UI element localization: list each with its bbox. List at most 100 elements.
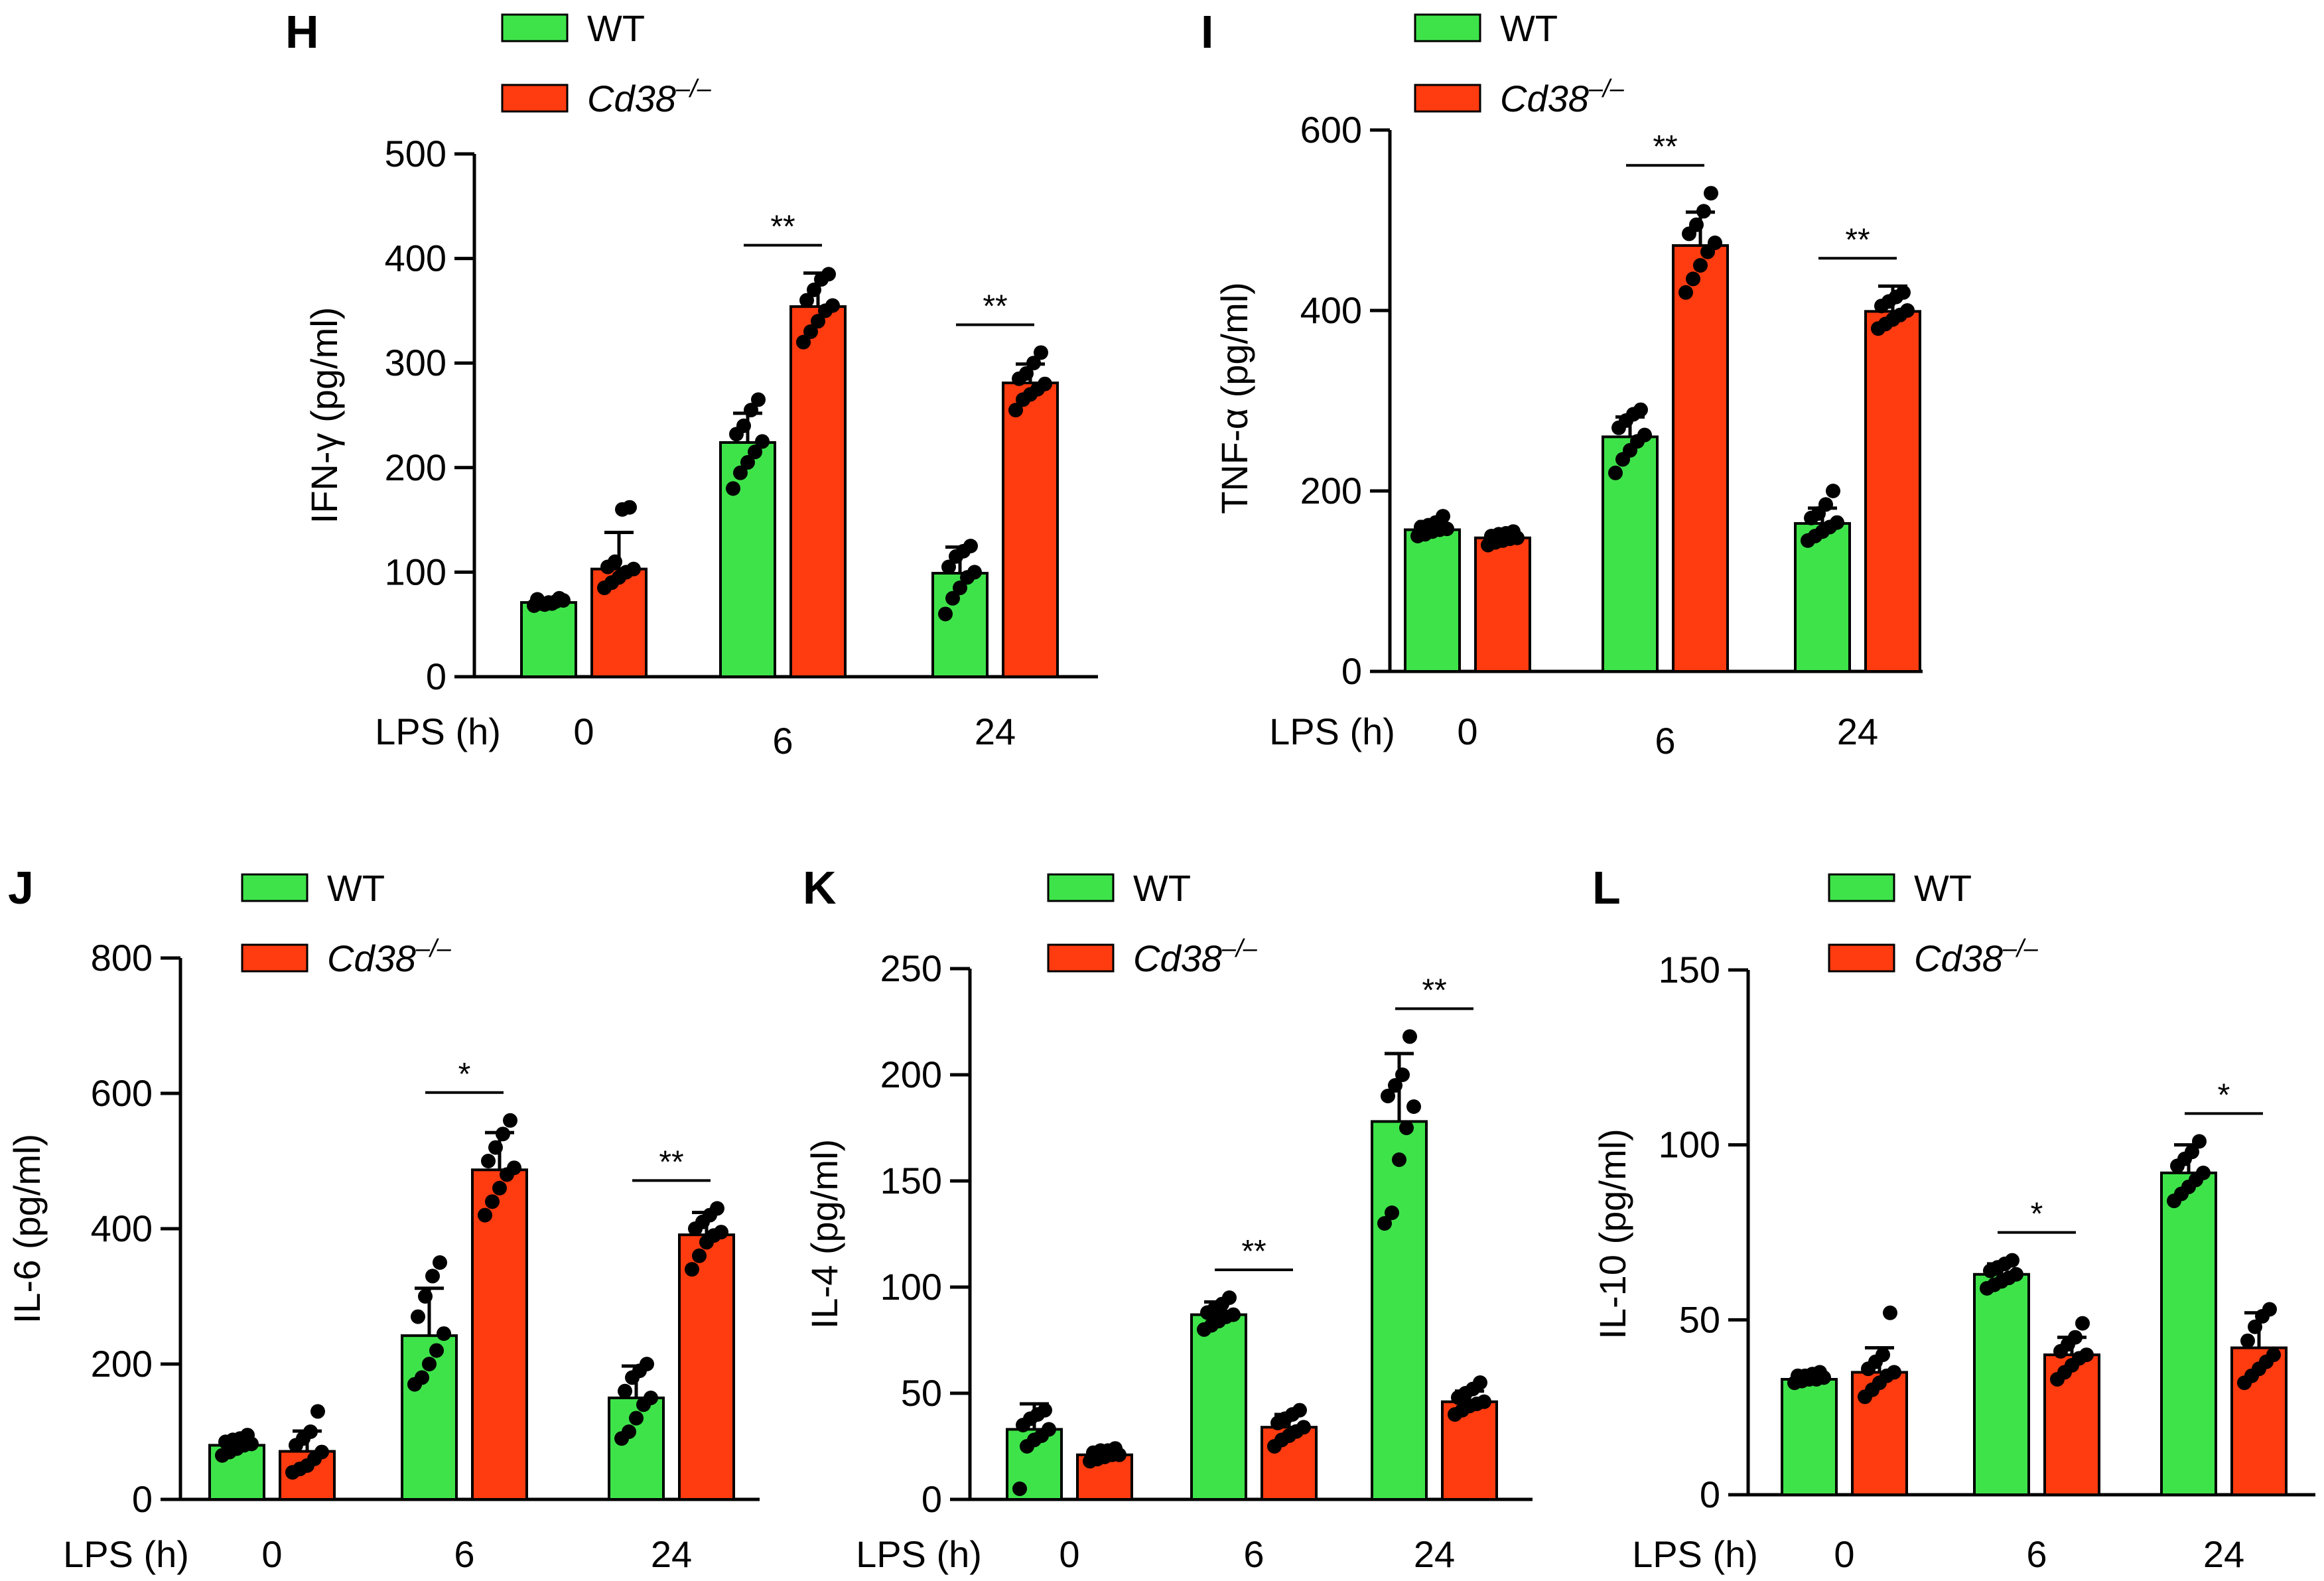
legend-label-ko: Cd38–/–	[1133, 935, 1258, 979]
data-point	[1896, 285, 1911, 300]
bar-wt-6h	[1190, 1313, 1247, 1501]
x-category-label: 0	[1834, 1533, 1854, 1575]
data-point	[437, 1326, 451, 1341]
y-tick-label: 0	[922, 1478, 942, 1520]
y-tick-label: 150	[1659, 949, 1720, 991]
legend-swatch-ko	[1047, 943, 1115, 973]
legend-swatch-wt	[241, 873, 308, 902]
legend-label-ko: Cd38–/–	[1500, 75, 1625, 119]
data-point	[796, 334, 811, 350]
data-point	[799, 293, 814, 308]
y-tick-label: 100	[1659, 1124, 1720, 1166]
y-tick-label: 0	[1341, 650, 1362, 692]
data-point	[1708, 236, 1722, 250]
significance-label: *	[2031, 1197, 2043, 1232]
y-tick-label: 200	[91, 1343, 153, 1385]
data-point	[1608, 465, 1623, 480]
y-tick-label: 250	[880, 947, 942, 989]
data-point	[488, 1140, 503, 1155]
x-category-label: 0	[573, 711, 594, 752]
x-category-label: 0	[261, 1533, 282, 1575]
legend-label-ko: Cd38–/–	[327, 935, 452, 979]
data-point	[2262, 1302, 2277, 1317]
panel-letter: I	[1201, 6, 1213, 58]
y-tick-label: 800	[91, 937, 153, 979]
data-point	[2240, 1333, 2255, 1348]
data-point	[1704, 186, 1718, 201]
data-point	[640, 1357, 654, 1371]
x-category-label: 6	[1243, 1533, 1264, 1575]
y-axis-title: TNF-α (pg/ml)	[1213, 282, 1255, 514]
data-point	[1377, 1216, 1392, 1231]
data-point	[433, 1255, 447, 1270]
x-axis-title: LPS (h)	[375, 711, 501, 752]
bar-cd38-ko-6h	[471, 1168, 528, 1501]
data-point	[1038, 376, 1052, 391]
data-point	[1696, 204, 1711, 219]
data-point	[1019, 366, 1034, 381]
legend-label-wt: WT	[587, 7, 645, 49]
bar-wt-24h	[1371, 1120, 1428, 1501]
legend-swatch-wt	[1047, 873, 1115, 902]
data-point	[1402, 1029, 1417, 1044]
data-point	[303, 1424, 318, 1439]
data-point	[751, 392, 766, 407]
bar-cd38-ko-24h	[678, 1233, 735, 1501]
data-point	[425, 1269, 440, 1284]
bar-wt-24h	[2160, 1171, 2217, 1497]
legend-label-wt: WT	[1500, 7, 1558, 49]
legend-swatch-ko	[501, 84, 569, 113]
x-axis-title: LPS (h)	[63, 1533, 189, 1575]
data-point	[710, 1201, 724, 1216]
bar-cd38-ko-0h	[1851, 1371, 1908, 1497]
y-axis-title: IL-6 (pg/ml)	[6, 1134, 48, 1324]
data-point	[1678, 285, 1693, 300]
data-point	[1395, 1067, 1410, 1082]
data-point	[736, 418, 751, 433]
y-tick-label: 0	[132, 1478, 153, 1520]
panel-i: I WT Cd38–/– 0 200 400 600 TNF-α (pg/ml) LPS (h)…	[1201, 6, 1923, 762]
data-point	[811, 314, 825, 329]
legend-label-wt: WT	[1133, 867, 1191, 909]
x-category-label: 24	[2203, 1533, 2244, 1575]
data-point	[2075, 1316, 2090, 1331]
significance-label: **	[659, 1144, 683, 1180]
data-point	[733, 465, 748, 480]
data-point	[1381, 1089, 1395, 1103]
data-point	[507, 1160, 521, 1176]
data-point	[748, 445, 762, 460]
significance-label: **	[983, 289, 1007, 324]
y-tick-label: 50	[901, 1372, 942, 1414]
data-point	[314, 1444, 329, 1460]
significance-label: **	[1653, 129, 1677, 165]
bar-cd38-ko-24h	[1864, 310, 1921, 673]
legend-label-wt: WT	[1914, 867, 1972, 909]
y-tick-label: 200	[1300, 470, 1362, 512]
x-category-label: 24	[975, 711, 1016, 752]
bar-wt-0h	[1006, 1428, 1063, 1501]
data-point	[496, 1127, 510, 1142]
y-tick-label: 0	[1700, 1474, 1720, 1515]
y-tick-label: 200	[880, 1054, 942, 1095]
legend-swatch-wt	[1828, 873, 1895, 902]
data-point	[744, 403, 758, 418]
y-tick-label: 200	[385, 447, 446, 488]
panel-k: K WT Cd38–/– 0 50 100 150 200 250 IL-4 (pg/ml) LPS…	[803, 862, 1533, 1575]
data-point	[953, 581, 967, 596]
bar-cd38-ko-6h	[789, 305, 847, 678]
bar-wt-24h	[1794, 521, 1851, 673]
data-point	[2266, 1347, 2281, 1363]
bar-wt-6h	[1973, 1272, 2030, 1497]
data-point	[755, 434, 770, 449]
significance-label: **	[770, 210, 795, 245]
y-tick-label: 600	[91, 1072, 153, 1114]
bar-wt-0h	[520, 601, 577, 678]
data-point	[726, 481, 740, 496]
data-point	[429, 1343, 444, 1358]
data-point	[478, 1207, 492, 1223]
y-tick-label: 50	[1679, 1298, 1720, 1340]
panel-letter: L	[1592, 862, 1621, 914]
data-point	[685, 1262, 699, 1277]
significance-label: *	[2218, 1077, 2230, 1113]
